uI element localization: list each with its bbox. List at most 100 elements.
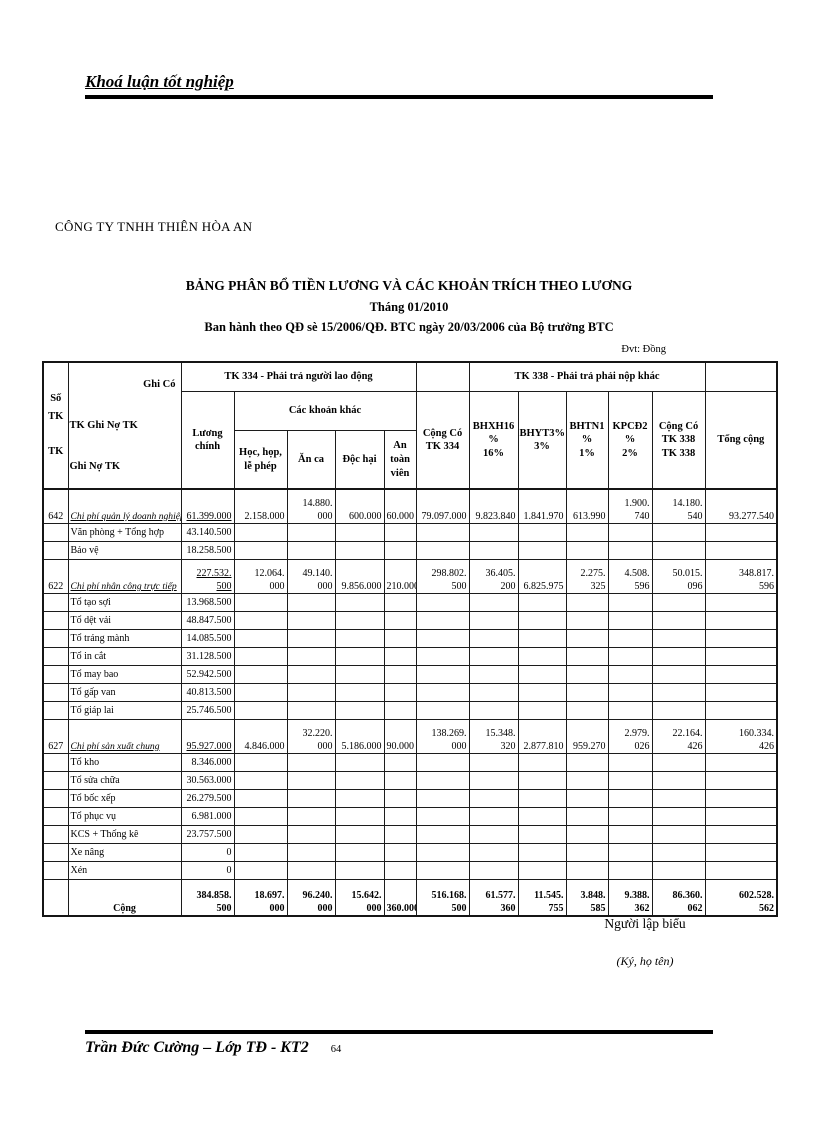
row-value: [607, 683, 653, 703]
row-value: [286, 701, 336, 721]
row-value: [704, 629, 778, 649]
row-value: [383, 843, 417, 863]
row-value: [334, 771, 385, 791]
row-value: 40.813.500: [180, 683, 235, 703]
row-value: [468, 629, 519, 649]
row-account-number: [42, 665, 69, 685]
footer-author: Trần Đức Cường – Lớp TĐ - KT2: [85, 1039, 309, 1056]
row-value: 8.346.000: [180, 753, 235, 773]
row-value: [233, 807, 288, 827]
row-value: [468, 861, 519, 881]
row-value: [607, 807, 653, 827]
row-value: [334, 611, 385, 631]
header-debit-mid: TK Ghi Nợ TK: [69, 419, 138, 431]
row-value: [651, 861, 706, 881]
row-value: [334, 843, 385, 863]
row-value: 52.942.500: [180, 665, 235, 685]
row-value: 93.277.540: [704, 488, 778, 525]
page-header: Khoá luận tốt nghiệp: [85, 72, 713, 99]
row-value: [651, 665, 706, 685]
row-value: 210.000: [383, 559, 417, 595]
row-value: [607, 861, 653, 881]
row-value: 14.085.500: [180, 629, 235, 649]
row-value: 11.545. 755: [517, 879, 567, 917]
row-value: [334, 753, 385, 773]
row-value: [517, 541, 567, 561]
row-value: [415, 523, 470, 543]
header-hoc-hop: Học, họp, lễ phép: [233, 430, 288, 490]
page-header-note: Khoá luận tốt nghiệp: [85, 72, 234, 91]
report-title: BẢNG PHÂN BỔ TIỀN LƯƠNG VÀ CÁC KHOẢN TRÍ…: [185, 278, 633, 293]
row-value: 9.856.000: [334, 559, 385, 595]
row-value: 60.000: [383, 488, 417, 525]
row-label: Tổ sửa chữa: [67, 771, 182, 791]
row-value: [651, 647, 706, 667]
header-bhtn: BHTN1 % 1%: [565, 391, 609, 490]
row-value: [286, 807, 336, 827]
row-value: [704, 611, 778, 631]
header-luong-chinh: Lương chính: [180, 391, 235, 490]
table-row: Văn phòng + Tổng hợp 43.140.500: [42, 523, 778, 543]
row-value: [468, 611, 519, 631]
row-value: [565, 789, 609, 809]
report-month: Tháng 01/2010: [369, 300, 449, 314]
row-label: Chi phí sản xuất chung: [67, 719, 182, 755]
row-value: [468, 683, 519, 703]
row-value: [607, 611, 653, 631]
row-value: [468, 541, 519, 561]
row-label: Tổ bốc xếp: [67, 789, 182, 809]
row-value: [565, 861, 609, 881]
row-account-number: [42, 825, 69, 845]
row-value: [233, 753, 288, 773]
table-row: 622 Chi phí nhân công trực tiếp 227.532. 5…: [42, 559, 778, 595]
header-debit-bottom: Ghi Nợ TK: [69, 460, 121, 472]
row-value: 14.880. 000: [286, 488, 336, 525]
row-value: [651, 593, 706, 613]
row-value: [334, 861, 385, 881]
row-value: 516.168. 500: [415, 879, 470, 917]
row-value: [233, 771, 288, 791]
row-value: 2.979. 026: [607, 719, 653, 755]
table-row: Tổ giáp lai 25.746.500: [42, 701, 778, 721]
row-value: 43.140.500: [180, 523, 235, 543]
row-value: [415, 861, 470, 881]
row-value: 600.000: [334, 488, 385, 525]
row-value: [517, 647, 567, 667]
row-value: 1.900. 740: [607, 488, 653, 525]
row-label: Xe nâng: [67, 843, 182, 863]
row-value: [565, 825, 609, 845]
row-value: [233, 523, 288, 543]
header-bhyt: BHYT3% 3%: [517, 391, 567, 490]
row-value: [233, 665, 288, 685]
row-value: [565, 629, 609, 649]
row-value: [517, 683, 567, 703]
footer-page-number: 64: [330, 1044, 342, 1055]
row-value: 13.968.500: [180, 593, 235, 613]
row-value: [334, 701, 385, 721]
row-value: 23.757.500: [180, 825, 235, 845]
row-value: [468, 771, 519, 791]
row-account-number: 627: [42, 719, 69, 755]
header-group-tk338: TK 338 - Phải trả phải nộp khác: [468, 361, 706, 392]
row-value: [383, 771, 417, 791]
row-value: [334, 541, 385, 561]
payroll-table-wrapper: Số TK TK Ghi Có TK Ghi Nợ TK Ghi Nợ TK T…: [42, 361, 779, 918]
row-account-number: [42, 807, 69, 827]
row-value: [468, 843, 519, 863]
row-value: 15.642. 000: [334, 879, 385, 917]
row-value: [383, 611, 417, 631]
row-value: 32.220. 000: [286, 719, 336, 755]
row-value: 25.746.500: [180, 701, 235, 721]
row-label: Chi phí quản lý doanh nghiệp: [67, 488, 182, 525]
row-label: Xén: [67, 861, 182, 881]
row-value: 0: [180, 843, 235, 863]
row-label: Tổ tráng mành: [67, 629, 182, 649]
row-value: [565, 843, 609, 863]
row-label: Tổ gấp van: [67, 683, 182, 703]
row-value: 2.877.810: [517, 719, 567, 755]
row-value: [415, 541, 470, 561]
row-value: 22.164. 426: [651, 719, 706, 755]
row-value: [517, 629, 567, 649]
row-value: [607, 593, 653, 613]
row-account-number: [42, 647, 69, 667]
